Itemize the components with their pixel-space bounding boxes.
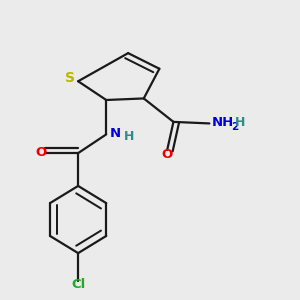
Text: 2: 2 (231, 122, 238, 132)
Text: S: S (65, 71, 75, 85)
Text: H: H (123, 130, 134, 143)
Text: H: H (235, 116, 245, 129)
Text: O: O (162, 148, 173, 161)
Text: N: N (110, 127, 121, 140)
Text: O: O (35, 146, 46, 159)
Text: NH: NH (212, 116, 234, 129)
Text: Cl: Cl (71, 278, 85, 291)
